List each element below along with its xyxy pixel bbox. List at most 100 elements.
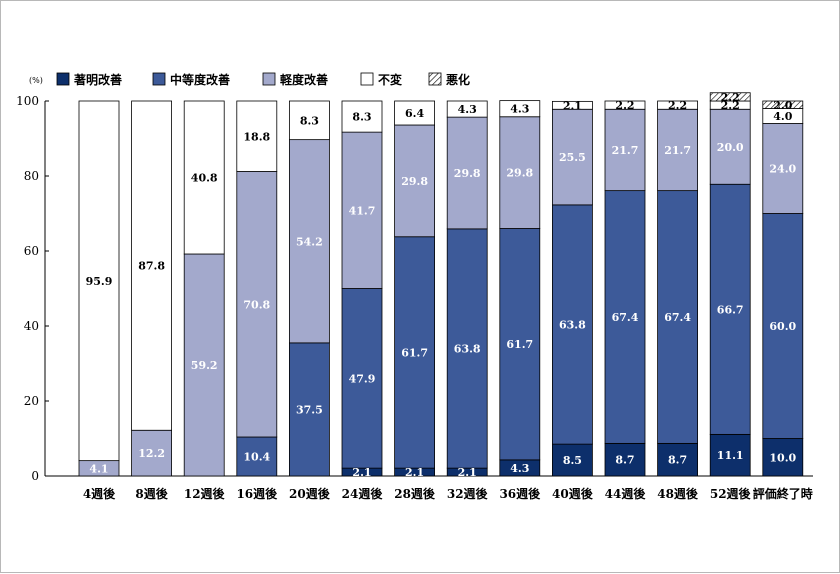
data-label: 2.1	[352, 466, 371, 479]
data-label: 2.1	[405, 466, 424, 479]
x-tick-label: 24週後	[342, 486, 384, 501]
data-label: 4.3	[458, 103, 477, 116]
legend-swatch-4	[360, 72, 374, 86]
bar-segment	[236, 171, 278, 438]
data-label: 67.4	[664, 311, 691, 324]
data-label: 6.4	[405, 107, 424, 120]
bar-segment	[236, 436, 278, 477]
legend-swatch-1	[56, 72, 70, 86]
x-tick-label: 32週後	[447, 486, 489, 501]
bar-segment	[446, 116, 488, 230]
y-tick-label: 40	[24, 319, 39, 333]
bar-segment	[183, 100, 225, 255]
data-label: 4.1	[89, 462, 108, 475]
bar-segment	[709, 92, 751, 102]
data-label: 60.0	[769, 320, 796, 333]
data-label: 61.7	[401, 346, 428, 359]
bar-segment	[446, 228, 488, 469]
bar-segment	[657, 100, 698, 110]
y-tick-label: 20	[24, 394, 39, 408]
data-label: 41.7	[349, 204, 376, 217]
data-label: 63.8	[559, 319, 586, 332]
bar-segment	[288, 139, 330, 344]
data-label: 8.3	[300, 114, 319, 127]
data-labels: 4.1 95.9 12.2 87.8 59.2 40.8 10.4 70.8 18.8 37.5 5…	[86, 91, 797, 479]
data-label: 24.0	[769, 163, 796, 176]
legend-swatch-5	[428, 72, 442, 86]
x-tick-label: 40週後	[552, 486, 594, 501]
x-tick-label: 48週後	[657, 486, 699, 501]
y-tick-label: 80	[24, 169, 39, 183]
bar-segment	[288, 342, 330, 477]
data-label: 37.5	[296, 403, 323, 416]
data-label: 2.0	[773, 99, 792, 112]
x-tick-label: 4週後	[83, 486, 116, 501]
bar-segment	[604, 100, 646, 110]
bar-segment	[394, 100, 436, 126]
bar-segment	[394, 236, 436, 469]
data-label: 95.9	[86, 275, 113, 288]
legend-label-5: 悪化	[446, 72, 470, 87]
bar-segment	[446, 100, 488, 118]
data-label: 61.7	[506, 338, 533, 351]
bar-segment	[604, 108, 646, 192]
data-label: 66.7	[717, 303, 744, 316]
data-label: 10.0	[769, 451, 796, 464]
bar-segment	[341, 100, 383, 133]
bar-segment	[131, 429, 173, 477]
data-label: 2.2	[721, 99, 740, 112]
data-label: 21.7	[612, 144, 639, 157]
bar-segment	[552, 100, 593, 110]
legend-label-2: 中等度改善	[170, 72, 230, 87]
x-tick-label: 20週後	[289, 486, 331, 501]
data-label: 12.2	[138, 447, 165, 460]
bar-segment	[131, 100, 173, 431]
bar-segment	[657, 442, 698, 477]
x-tick-label: 52週後	[710, 486, 752, 501]
data-label: 8.7	[615, 454, 634, 467]
bar-segment	[288, 100, 330, 141]
y-unit-label: (%)	[29, 76, 43, 85]
x-tick-label: 36週後	[499, 486, 541, 501]
x-tick-label: 16週後	[236, 486, 278, 501]
bar-segment	[78, 100, 120, 462]
data-label: 70.8	[243, 298, 270, 311]
bars	[78, 92, 804, 477]
bar-segment	[341, 131, 383, 289]
data-label: 2.1	[563, 99, 582, 112]
x-tick-label: 評価終了時	[753, 486, 813, 501]
bar-segment	[552, 443, 593, 477]
data-label: 4.0	[773, 110, 792, 123]
data-label: 2.2	[721, 91, 740, 104]
bar-segment	[236, 100, 278, 172]
legend-label-1: 著明改善	[73, 72, 122, 87]
data-label: 18.8	[243, 130, 270, 143]
data-label: 20.0	[717, 141, 744, 154]
legend-label-3: 軽度改善	[280, 72, 328, 87]
bar-segment	[552, 204, 593, 445]
x-tick-label: 12週後	[184, 486, 226, 501]
data-label: 29.8	[454, 167, 481, 180]
bar-segment	[499, 100, 541, 118]
data-label: 4.3	[510, 462, 529, 475]
bar-segment	[183, 253, 225, 477]
bar-segment	[604, 442, 646, 477]
legend-swatch-2	[152, 72, 166, 86]
data-label: 87.8	[138, 260, 165, 273]
data-label: 29.8	[401, 175, 428, 188]
bar-segment	[552, 108, 593, 206]
bar-segment	[762, 213, 804, 439]
data-label: 8.5	[563, 454, 582, 467]
data-label: 25.5	[559, 151, 586, 164]
bar-segment	[394, 124, 436, 238]
y-tick-label: 60	[24, 244, 39, 258]
data-label: 2.2	[668, 99, 687, 112]
y-tick-label: 100	[16, 94, 39, 108]
bar-segment	[709, 183, 751, 435]
bar-segment	[657, 190, 698, 444]
data-label: 2.2	[615, 99, 634, 112]
data-label: 11.1	[717, 449, 744, 462]
data-label: 29.8	[506, 167, 533, 180]
axes: 0 20 40 60 80 100 4週後 8週後 12週後 16週後 20週後 24週後 28週後 32…	[16, 94, 813, 501]
